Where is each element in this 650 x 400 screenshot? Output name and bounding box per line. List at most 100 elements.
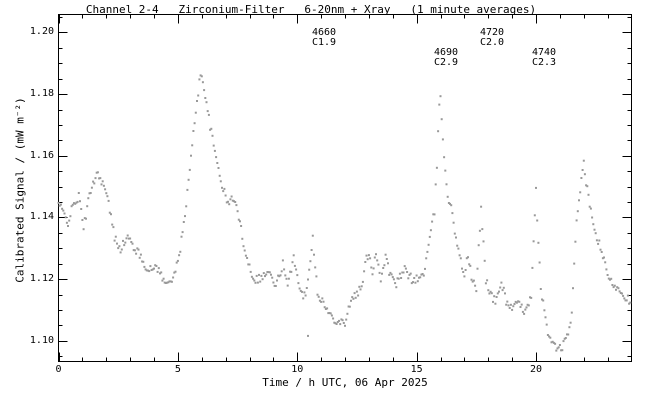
data-point [377,263,380,266]
data-point [161,279,164,282]
data-point [465,257,468,260]
data-point [271,276,274,279]
data-point [599,248,602,251]
data-point [234,201,237,203]
data-point [324,308,327,310]
data-point [69,215,72,218]
data-point [601,257,604,260]
data-point [550,341,553,344]
data-point [311,234,314,237]
data-point [313,253,315,256]
data-point [216,162,219,164]
data-point [496,292,499,295]
data-point [427,243,430,246]
data-point [239,220,241,223]
data-point [619,292,622,294]
data-point [366,258,369,261]
y-tick-label: 1.14 [29,211,54,223]
data-point [327,312,330,315]
data-point [588,205,591,208]
data-point [62,209,65,212]
data-point [512,305,515,308]
data-point [506,300,509,303]
data-point [359,288,362,291]
data-point [244,254,247,257]
chart-title: Channel 2-4 Zirconium-Filter 6-20nm + Xr… [85,3,537,16]
data-point [93,182,96,185]
data-point [100,183,103,186]
data-point [623,297,626,300]
data-point [76,200,79,203]
data-point [182,221,185,223]
data-point [164,282,167,284]
data-point [379,280,382,283]
data-point [470,278,473,281]
data-point [391,276,394,279]
data-point [495,296,498,298]
data-point [342,322,345,324]
data-point [102,184,105,187]
data-point [453,232,456,235]
data-point [338,319,340,322]
data-point [333,321,336,324]
data-point [143,265,146,268]
data-point [309,260,312,263]
data-point [240,225,243,227]
data-point [443,156,446,159]
data-point [172,276,175,279]
data-point [612,286,615,289]
data-point [432,213,435,216]
data-point [407,277,410,280]
data-point [469,264,472,267]
data-point [353,292,356,295]
data-point [159,272,161,275]
data-point [209,128,212,131]
data-point [346,312,349,315]
data-point [168,280,171,283]
data-point [131,242,134,245]
data-point [418,276,420,279]
data-point [92,180,95,183]
data-point [110,213,112,216]
data-point [429,229,432,232]
data-point [452,221,455,224]
data-point [141,260,144,263]
data-point [484,282,487,285]
data-point [389,271,392,274]
data-point [320,300,323,303]
data-point [413,277,416,279]
data-point [626,294,629,297]
data-point [242,245,245,248]
data-point [392,278,395,281]
data-point [569,321,572,324]
data-point [384,253,387,256]
data-point [441,138,444,141]
data-point [241,237,244,240]
data-point [237,218,240,221]
data-point [604,261,607,264]
data-point [508,307,511,309]
data-point [286,284,289,287]
data-point [592,223,595,226]
data-point [449,202,451,205]
data-point [529,296,531,299]
data-point [395,286,398,289]
data-point [255,274,258,277]
data-point [277,274,280,277]
data-point [137,248,140,251]
data-point [530,296,533,299]
data-point [162,277,165,280]
data-point [400,277,403,279]
data-point [628,302,631,305]
data-point [299,289,302,292]
data-point [421,273,424,275]
data-point [580,177,583,179]
data-point [521,310,524,313]
axis-ticks [58,14,632,362]
data-point [129,237,132,240]
data-point [501,289,504,292]
data-point [507,304,510,307]
data-point [445,183,448,186]
data-point [564,337,567,339]
